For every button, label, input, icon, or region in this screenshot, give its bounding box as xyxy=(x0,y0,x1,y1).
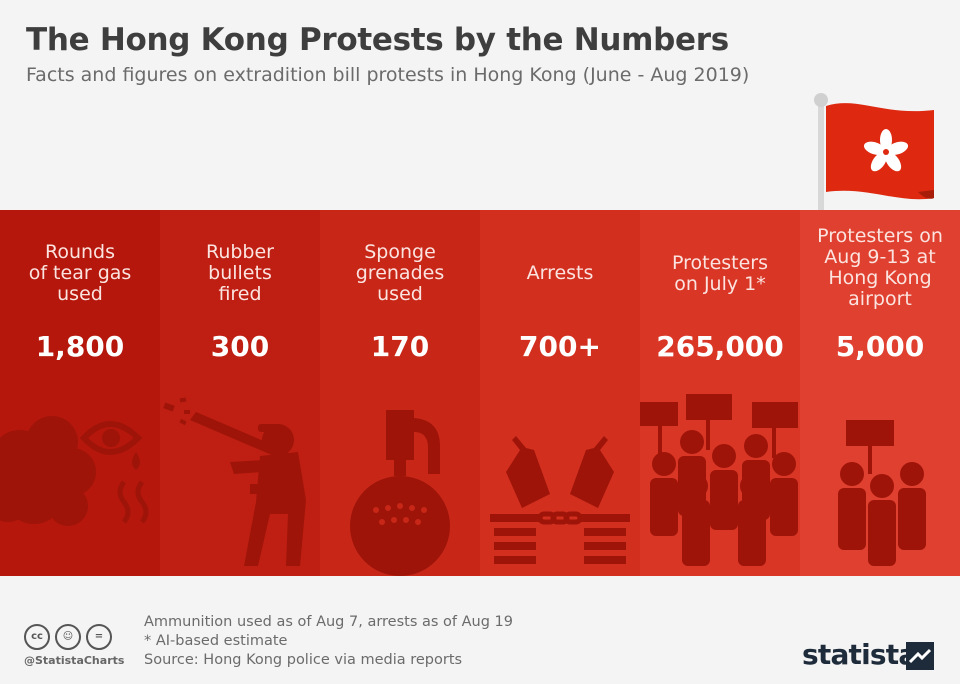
panel-protesters-july: Protesters on July 1* 265,000 xyxy=(640,210,800,576)
panel-value: 1,800 xyxy=(35,330,125,363)
footer: cc ☺ = @StatistaCharts Ammunition used a… xyxy=(0,576,960,684)
attribution-icon: ☺ xyxy=(55,624,81,650)
panel-label: Rounds of tear gas used xyxy=(28,241,132,305)
panel-arrests: Arrests 700+ xyxy=(480,210,640,576)
panel-sponge-grenades: Sponge grenades used 170 xyxy=(320,210,480,576)
panel-label: Protesters on Aug 9-13 at Hong Kong airp… xyxy=(817,225,943,310)
panel-value: 265,000 xyxy=(656,330,784,363)
large-crowd-icon xyxy=(640,394,798,566)
panel-protesters-airport: Protesters on Aug 9-13 at Hong Kong airp… xyxy=(800,210,960,576)
panel-label: Rubber bullets fired xyxy=(205,241,274,305)
hong-kong-flag-icon xyxy=(814,93,934,213)
rubber-bullet-shooter-icon xyxy=(163,397,306,566)
creative-commons-icon: cc xyxy=(24,624,50,650)
social-handle: @StatistaCharts xyxy=(24,654,125,667)
panel-value: 170 xyxy=(370,330,430,363)
source-note: Source: Hong Kong police via media repor… xyxy=(144,652,463,668)
panel-rubber-bullets: Rubber bullets fired 300 xyxy=(160,210,320,576)
handcuffs-icon xyxy=(490,436,630,564)
stat-panels: Rounds of tear gas used 1,800 Rubber bul… xyxy=(0,210,960,576)
panel-value: 700+ xyxy=(519,330,601,363)
chart-title: The Hong Kong Protests by the Numbers xyxy=(26,22,729,58)
small-crowd-icon xyxy=(838,420,926,566)
statista-logo: statista xyxy=(802,638,917,671)
footnote-ammunition: Ammunition used as of Aug 7, arrests as … xyxy=(144,614,514,630)
panel-value: 5,000 xyxy=(835,330,925,363)
statista-mark-icon xyxy=(906,642,934,670)
chart-subtitle: Facts and figures on extradition bill pr… xyxy=(26,64,750,86)
tear-gas-icon xyxy=(0,416,149,526)
panel-label: Arrests xyxy=(526,262,594,284)
footnote-estimate: * AI-based estimate xyxy=(144,633,288,649)
sponge-grenade-icon xyxy=(350,410,450,576)
license-icons: cc ☺ = xyxy=(24,624,112,650)
panel-tear-gas: Rounds of tear gas used 1,800 xyxy=(0,210,160,576)
panel-value: 300 xyxy=(210,330,270,363)
panel-label: Protesters on July 1* xyxy=(671,252,769,295)
header: The Hong Kong Protests by the Numbers Fa… xyxy=(0,0,960,213)
panel-label: Sponge grenades used xyxy=(355,241,445,305)
no-derivatives-icon: = xyxy=(86,624,112,650)
